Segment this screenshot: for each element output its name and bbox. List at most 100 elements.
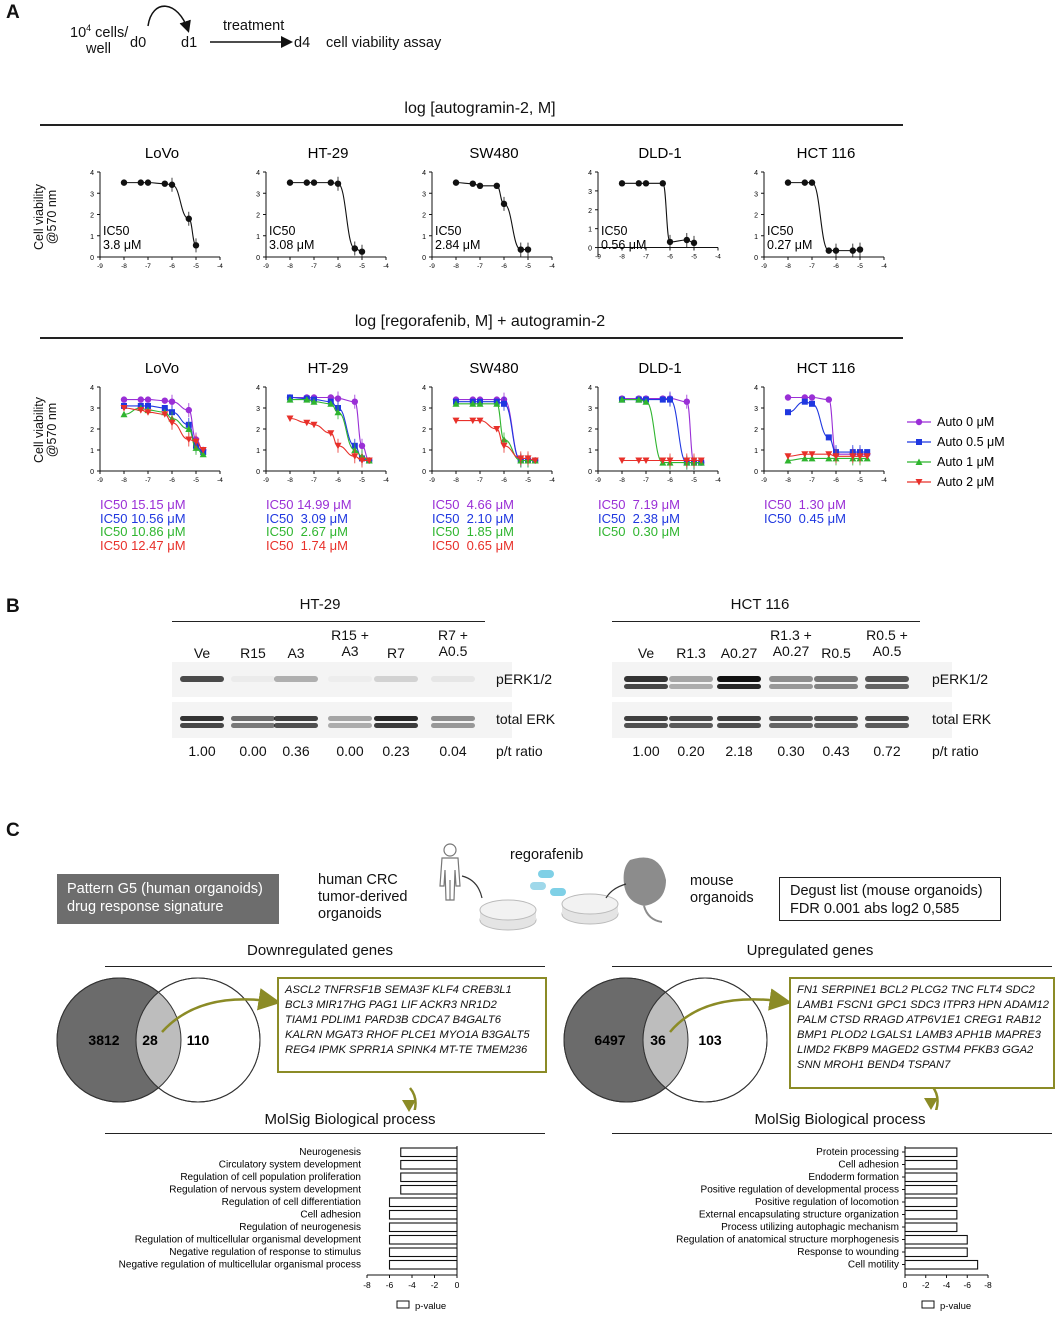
totalERK-band (231, 723, 275, 728)
series-auto-2-m (452, 417, 539, 466)
downregulated-title: Downregulated genes (247, 942, 393, 959)
ic50-value: IC50 10.86 μM (100, 524, 186, 540)
data-point (286, 396, 294, 403)
lane-label: R7 + A0.5 (438, 627, 468, 659)
ic50-value: IC50 1.30 μM (764, 497, 846, 512)
totalERK-band (865, 716, 909, 721)
x-tick-label: -9 (429, 263, 435, 270)
category-label: Negative regulation of multicellular org… (119, 1260, 361, 1271)
pERK-band (865, 676, 909, 682)
data-point (801, 454, 809, 462)
x-tick-label: -6 (833, 263, 839, 270)
bar (904, 1259, 979, 1270)
totalERK-band (669, 723, 713, 728)
data-point (161, 180, 168, 187)
y-tick-label: 1 (588, 448, 592, 455)
bar (904, 1184, 958, 1195)
ic50-value: IC50 1.85 μM (432, 524, 514, 540)
data-point (642, 457, 650, 464)
ic50-value: IC50 2.67 μM (266, 524, 348, 540)
y-tick-label: 4 (588, 170, 592, 177)
y-tick-label: 0 (256, 469, 260, 476)
x-tick-label: -9 (761, 477, 767, 484)
x-tick-label: -9 (595, 477, 601, 484)
pERK-band (669, 684, 713, 689)
category-label: Process utilizing autophagic mechanism (721, 1222, 899, 1233)
data-point (784, 453, 792, 460)
y-tick-label: 2 (256, 213, 260, 220)
data-point (192, 438, 200, 446)
ic50-value: IC50 15.15 μM (100, 497, 186, 512)
y-tick-label: 4 (754, 170, 758, 177)
y-tick-label: 4 (422, 170, 426, 177)
x-tick-label: -5 (525, 477, 531, 484)
ic50-value: IC50 12.47 μM (100, 537, 186, 553)
dish-icons (479, 893, 619, 931)
divider (40, 124, 903, 126)
fit-curve (622, 399, 702, 464)
data-point (303, 419, 311, 427)
ic50-label: IC50 (435, 224, 461, 238)
x-tick-label: 0 (903, 1280, 908, 1290)
y-tick-label: 3 (90, 406, 94, 413)
data-point (801, 398, 808, 405)
y-tick-label: 1 (422, 448, 426, 455)
data-point (683, 457, 691, 464)
pERK-band (717, 684, 761, 689)
category-label: Positive regulation of developmental pro… (701, 1185, 899, 1196)
data-point (801, 179, 808, 186)
divider (105, 1133, 545, 1134)
chart-axes: 0 1 2 3 4 -9 -8 -7 -6 -5 -4 (90, 385, 223, 484)
bar (400, 1172, 458, 1183)
legend-marker (915, 418, 923, 426)
mouse-organoids-label: mouse organoids (690, 873, 754, 906)
ic50-label: IC50 (103, 224, 129, 238)
data-point (476, 400, 484, 407)
series (286, 176, 366, 259)
x-tick-label: -7 (145, 263, 151, 270)
chart-axes: 0 1 2 3 4 -9 -8 -7 -6 -5 -4 (422, 385, 555, 484)
totalERK-band (180, 723, 224, 728)
dose-response-chart: LoVo 0 1 2 3 4 -9 -8 -7 -6 -5 -4 (90, 360, 223, 484)
category-label: Cell motility (848, 1260, 899, 1271)
data-point (825, 396, 832, 403)
molsig-title-down: MolSig Biological process (264, 1111, 436, 1128)
totalERK-band (431, 716, 475, 721)
data-point (659, 457, 667, 464)
data-point (137, 396, 144, 403)
data-point (145, 402, 151, 409)
legend-marker (915, 458, 923, 465)
bar (388, 1197, 458, 1208)
ic50-value: IC50 7.19 μM (598, 497, 680, 512)
schematic-arrows (147, 5, 293, 48)
x-tick-label: -6 (963, 1280, 971, 1290)
category-label: Regulation of cell differentiation (222, 1197, 361, 1208)
data-point (784, 457, 792, 464)
x-tick-label: -8 (287, 477, 293, 484)
x-tick-label: -9 (595, 254, 601, 261)
legend-marker (915, 479, 923, 486)
ic50-value: IC50 10.56 μM (100, 510, 186, 526)
data-point (808, 394, 816, 401)
y-tick-label: 0 (588, 246, 592, 253)
x-tick-label: -5 (857, 477, 863, 484)
pERK-band (624, 676, 668, 682)
blot-row-label: pERK1/2 (932, 671, 989, 687)
human-organoids-label: human CRC tumor-derived organoids (318, 872, 408, 922)
data-point (351, 398, 358, 405)
ic50-value: IC50 1.74 μM (266, 537, 348, 553)
chart-axes: 0 1 2 3 4 -9 -8 -7 -6 -5 -4 (256, 385, 389, 484)
data-point (825, 434, 832, 441)
upregulated-title: Upregulated genes (746, 942, 874, 959)
y-tick-label: 1 (588, 227, 592, 234)
x-tick-label: -8 (363, 1280, 371, 1290)
data-point (469, 180, 476, 187)
venn-down-mid: 28 (142, 1032, 158, 1048)
y-tick-label: 0 (422, 469, 426, 476)
series (784, 179, 864, 258)
ic50-value: 0.56 μM (601, 238, 646, 252)
data-point (469, 400, 477, 407)
chart-title: HT-29 (308, 360, 349, 377)
panel-label-b: B (6, 596, 20, 617)
